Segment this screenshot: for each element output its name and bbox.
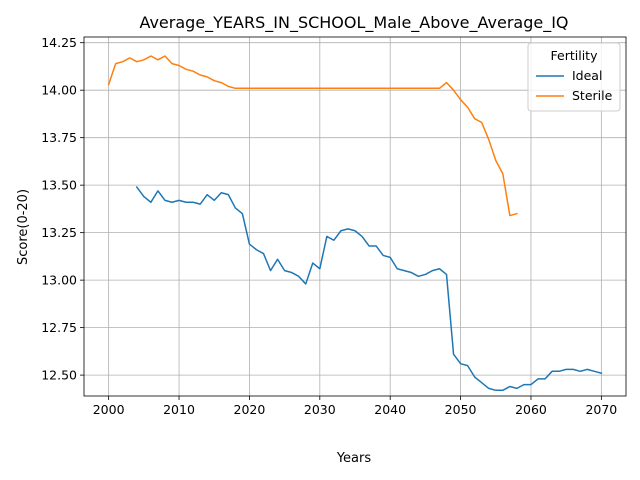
y-tick-label: 13.75 <box>41 130 77 145</box>
x-tick-label: 2030 <box>304 402 336 417</box>
series-line-sterile <box>107 55 518 217</box>
y-tick-label: 13.00 <box>41 273 77 288</box>
x-tick-label: 2050 <box>445 402 477 417</box>
y-axis: 12.50 12.75 13.00 13.25 13.50 13.75 14.00 14.25 <box>41 35 84 383</box>
x-tick-label: 2070 <box>585 402 617 417</box>
y-tick-label: 12.75 <box>41 320 77 335</box>
y-tick-label: 13.50 <box>41 178 77 193</box>
chart-title: Average_YEARS_IN_SCHOOL_Male_Above_Avera… <box>139 13 568 33</box>
plot-frame <box>83 36 627 397</box>
legend-title: Fertility <box>551 48 599 63</box>
series-line-ideal <box>135 186 603 392</box>
legend: Fertility Ideal Sterile <box>527 42 621 112</box>
y-tick-label: 14.25 <box>41 35 77 50</box>
x-axis-label: Years <box>336 451 372 466</box>
y-tick-label: 13.25 <box>41 225 77 240</box>
x-tick-label: 2000 <box>93 402 125 417</box>
x-axis: 2000 2010 2020 2030 2040 2050 2060 2070 <box>93 396 617 417</box>
y-tick-label: 12.50 <box>41 368 77 383</box>
y-axis-label: Score(0-20) <box>16 189 31 265</box>
x-tick-label: 2010 <box>163 402 195 417</box>
y-tick-label: 14.00 <box>41 83 77 98</box>
series-layer <box>107 55 603 392</box>
legend-label-sterile: Sterile <box>572 88 613 103</box>
legend-box <box>527 42 621 112</box>
x-tick-label: 2040 <box>374 402 406 417</box>
x-tick-label: 2020 <box>234 402 266 417</box>
x-tick-label: 2060 <box>515 402 547 417</box>
legend-label-ideal: Ideal <box>572 68 602 83</box>
